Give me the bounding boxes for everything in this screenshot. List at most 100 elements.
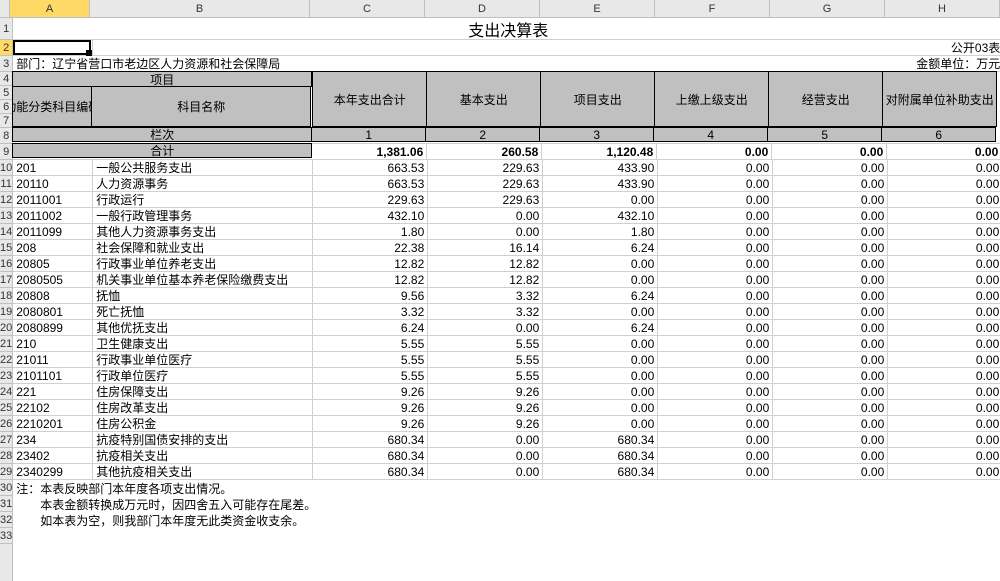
dept-label: 部门：辽宁省营口市老边区人力资源和社会保障局 (13, 56, 773, 71)
col-head-F[interactable]: F (655, 0, 770, 17)
row-head-14[interactable]: 14 (0, 224, 12, 240)
header-heji: 合计 (12, 143, 312, 158)
val-0-4: 0.00 (773, 160, 888, 175)
row-head-33[interactable]: 33 (0, 528, 12, 544)
col-head-H[interactable]: H (885, 0, 1000, 17)
code-9: 2080801 (13, 304, 93, 319)
val-6-3: 0.00 (658, 256, 773, 271)
sheet-content[interactable]: 支出决算表公开03表部门：辽宁省营口市老边区人力资源和社会保障局金额单位：万元项… (13, 18, 1000, 581)
row-head-21[interactable]: 21 (0, 336, 12, 352)
code-12: 21011 (13, 352, 93, 367)
val-9-1: 3.32 (428, 304, 543, 319)
code-7: 2080505 (13, 272, 93, 287)
total-0: 1,381.06 (312, 144, 427, 159)
row-head-28[interactable]: 28 (0, 448, 12, 464)
row-head-15[interactable]: 15 (0, 240, 12, 256)
col-head-D[interactable]: D (425, 0, 540, 17)
empty-33[interactable] (13, 528, 1000, 544)
name-4: 其他人力资源事务支出 (93, 224, 313, 239)
val-2-0: 229.63 (313, 192, 428, 207)
val-7-2: 0.00 (543, 272, 658, 287)
row-head-12[interactable]: 12 (0, 192, 12, 208)
row-head-26[interactable]: 26 (0, 416, 12, 432)
val-5-2: 6.24 (543, 240, 658, 255)
row-head-29[interactable]: 29 (0, 464, 12, 480)
name-14: 住房保障支出 (93, 384, 313, 399)
col-head-G[interactable]: G (770, 0, 885, 17)
row-head-30[interactable]: 30 (0, 480, 12, 496)
name-16: 住房公积金 (93, 416, 313, 431)
row-head-25[interactable]: 25 (0, 400, 12, 416)
total-4: 0.00 (772, 144, 887, 159)
code-14: 221 (13, 384, 93, 399)
code-1: 20110 (13, 176, 93, 191)
row-head-31[interactable]: 31 (0, 496, 12, 512)
val-9-5: 0.00 (888, 304, 1000, 319)
row-head-24[interactable]: 24 (0, 384, 12, 400)
val-17-1: 0.00 (428, 432, 543, 447)
val-19-2: 680.34 (543, 464, 658, 479)
select-all-corner[interactable] (0, 0, 10, 17)
row-head-13[interactable]: 13 (0, 208, 12, 224)
header-col-4: 经营支出 (768, 71, 883, 127)
code-18: 23402 (13, 448, 93, 463)
row-head-16[interactable]: 16 (0, 256, 12, 272)
row-head-18[interactable]: 18 (0, 288, 12, 304)
val-8-5: 0.00 (888, 288, 1000, 303)
val-10-3: 0.00 (658, 320, 773, 335)
val-5-1: 16.14 (428, 240, 543, 255)
row-head-6[interactable]: 6 (0, 100, 12, 114)
row-head-20[interactable]: 20 (0, 320, 12, 336)
header-col-0: 本年支出合计 (312, 71, 427, 127)
code-0: 201 (13, 160, 93, 175)
val-19-1: 0.00 (428, 464, 543, 479)
code-19: 2340299 (13, 464, 93, 479)
cell-a2[interactable] (13, 40, 93, 55)
col-head-E[interactable]: E (540, 0, 655, 17)
row-head-10[interactable]: 10 (0, 160, 12, 176)
val-17-0: 680.34 (313, 432, 428, 447)
val-13-3: 0.00 (658, 368, 773, 383)
code-10: 2080899 (13, 320, 93, 335)
val-4-5: 0.00 (888, 224, 1000, 239)
name-3: 一般行政管理事务 (93, 208, 313, 223)
row-head-19[interactable]: 19 (0, 304, 12, 320)
row-head-1[interactable]: 1 (0, 18, 12, 40)
val-2-2: 0.00 (543, 192, 658, 207)
val-8-0: 9.56 (313, 288, 428, 303)
row-head-8[interactable]: 8 (0, 128, 12, 144)
val-18-1: 0.00 (428, 448, 543, 463)
val-4-4: 0.00 (773, 224, 888, 239)
val-12-0: 5.55 (313, 352, 428, 367)
col-head-B[interactable]: B (90, 0, 310, 17)
row-head-4[interactable]: 4 (0, 72, 12, 86)
val-10-2: 6.24 (543, 320, 658, 335)
val-0-5: 0.00 (888, 160, 1000, 175)
row-head-5[interactable]: 5 (0, 86, 12, 100)
val-14-3: 0.00 (658, 384, 773, 399)
val-17-4: 0.00 (773, 432, 888, 447)
val-14-2: 0.00 (543, 384, 658, 399)
val-13-2: 0.00 (543, 368, 658, 383)
row-head-3[interactable]: 3 (0, 56, 12, 72)
unit-label: 金额单位：万元 (773, 56, 1000, 71)
col-head-A[interactable]: A (10, 0, 90, 17)
row-head-17[interactable]: 17 (0, 272, 12, 288)
val-12-1: 5.55 (428, 352, 543, 367)
row-head-23[interactable]: 23 (0, 368, 12, 384)
row-head-22[interactable]: 22 (0, 352, 12, 368)
row-head-7[interactable]: 7 (0, 114, 12, 128)
row-head-2[interactable]: 2 (0, 40, 12, 56)
code-17: 234 (13, 432, 93, 447)
row-head-32[interactable]: 32 (0, 512, 12, 528)
row-head-11[interactable]: 11 (0, 176, 12, 192)
val-9-2: 0.00 (543, 304, 658, 319)
code-5: 208 (13, 240, 93, 255)
col-head-C[interactable]: C (310, 0, 425, 17)
row-head-9[interactable]: 9 (0, 144, 12, 160)
val-15-2: 0.00 (543, 400, 658, 415)
name-5: 社会保障和就业支出 (93, 240, 313, 255)
val-0-2: 433.90 (543, 160, 658, 175)
row-head-27[interactable]: 27 (0, 432, 12, 448)
val-1-4: 0.00 (773, 176, 888, 191)
